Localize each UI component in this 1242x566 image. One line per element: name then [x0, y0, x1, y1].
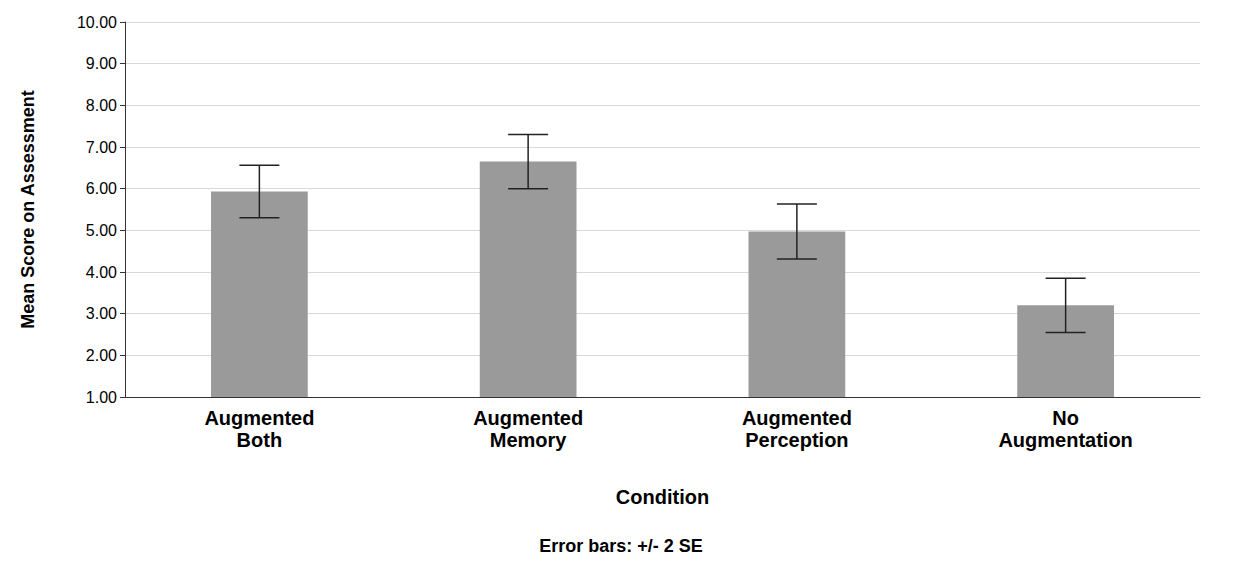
- svg-text:Augmentation: Augmentation: [998, 429, 1132, 451]
- svg-text:No: No: [1052, 407, 1079, 429]
- svg-text:Condition: Condition: [616, 486, 709, 508]
- svg-text:Augmented: Augmented: [742, 407, 852, 429]
- svg-text:Memory: Memory: [490, 429, 568, 451]
- svg-text:2.00: 2.00: [86, 347, 117, 364]
- svg-text:Both: Both: [237, 429, 283, 451]
- svg-text:1.00: 1.00: [86, 389, 117, 406]
- svg-text:Error bars: +/- 2 SE: Error bars: +/- 2 SE: [539, 536, 703, 556]
- svg-text:Augmented: Augmented: [473, 407, 583, 429]
- svg-text:3.00: 3.00: [86, 305, 117, 322]
- svg-text:Perception: Perception: [745, 429, 848, 451]
- svg-text:4.00: 4.00: [86, 264, 117, 281]
- svg-text:10.00: 10.00: [77, 14, 117, 31]
- svg-text:5.00: 5.00: [86, 222, 117, 239]
- svg-text:9.00: 9.00: [86, 55, 117, 72]
- svg-text:8.00: 8.00: [86, 97, 117, 114]
- svg-text:Augmented: Augmented: [204, 407, 314, 429]
- svg-text:7.00: 7.00: [86, 139, 117, 156]
- svg-text:Mean Score on Assessment: Mean Score on Assessment: [18, 90, 38, 328]
- svg-text:6.00: 6.00: [86, 180, 117, 197]
